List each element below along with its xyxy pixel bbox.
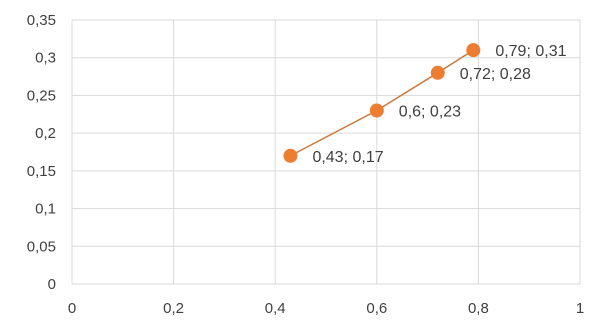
data-point	[430, 65, 445, 80]
data-point	[283, 148, 298, 163]
data-label: 0,79; 0,31	[495, 43, 566, 60]
y-tick-label: 0,35	[27, 12, 56, 29]
x-axis-ticks: 0 0,2 0,4 0,6 0,8 1	[68, 300, 584, 317]
data-point	[466, 43, 481, 58]
y-tick-label: 0,05	[27, 238, 56, 255]
data-label: 0,72; 0,28	[460, 66, 531, 83]
x-tick-label: 0,8	[468, 300, 489, 317]
y-tick-label: 0,3	[35, 50, 56, 67]
series	[283, 43, 481, 163]
x-tick-label: 0	[68, 300, 76, 317]
x-tick-label: 0,4	[265, 300, 286, 317]
x-tick-label: 0,2	[163, 300, 184, 317]
data-label: 0,6; 0,23	[399, 104, 461, 121]
y-tick-label: 0,25	[27, 87, 56, 104]
grid	[71, 19, 581, 285]
data-point	[369, 103, 384, 118]
y-tick-label: 0,15	[27, 163, 56, 180]
y-tick-label: 0,2	[35, 125, 56, 142]
x-tick-label: 1	[576, 300, 584, 317]
x-tick-label: 0,6	[366, 300, 387, 317]
y-tick-label: 0	[48, 276, 56, 293]
y-tick-label: 0,1	[35, 201, 56, 218]
series-line	[290, 49, 474, 157]
y-axis-ticks: 0 0,05 0,1 0,15 0,2 0,25 0,3 0,35	[27, 12, 56, 293]
data-labels: 0,43; 0,17 0,6; 0,23 0,72; 0,28 0,79; 0,31	[312, 43, 566, 166]
data-label: 0,43; 0,17	[312, 149, 383, 166]
